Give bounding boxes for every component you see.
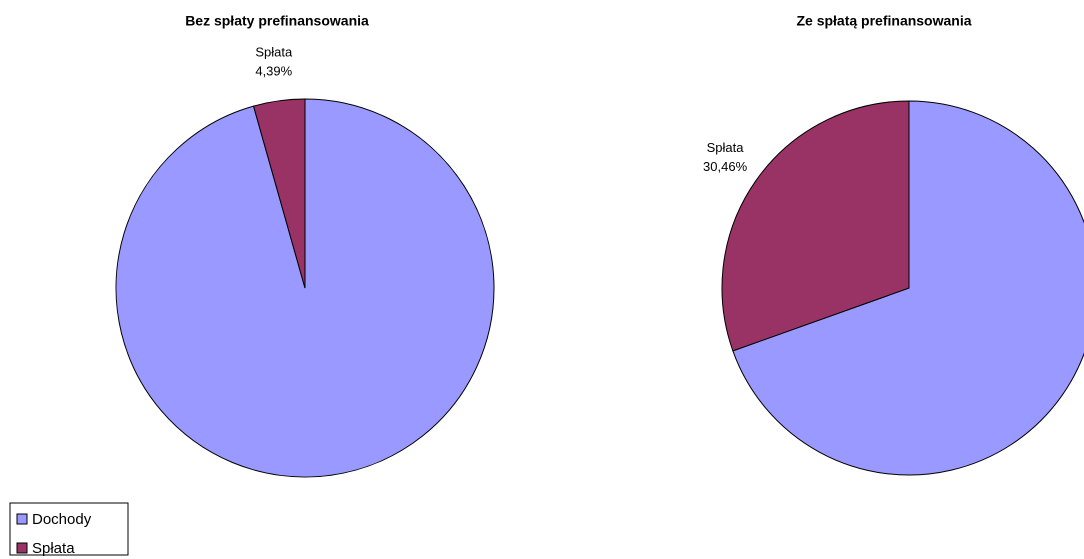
legend-label: Dochody: [32, 511, 92, 528]
legend-label: Spłata: [32, 540, 75, 557]
chart-title: Ze spłatą prefinansowania: [796, 13, 971, 29]
pie-slice: [732, 100, 1084, 476]
legend-swatch: [16, 513, 28, 525]
data-label-name: Spłata: [255, 45, 293, 60]
data-label-name: Spłata: [707, 140, 745, 155]
chart-title: Bez spłaty prefinansowania: [185, 13, 369, 29]
pie-slice: [721, 100, 910, 352]
legend-box: [9, 502, 129, 556]
legend-swatch: [16, 542, 28, 554]
data-label: 4,39%: [255, 64, 292, 79]
data-label: 30,46%: [703, 159, 748, 174]
pie-slice: [252, 98, 306, 289]
